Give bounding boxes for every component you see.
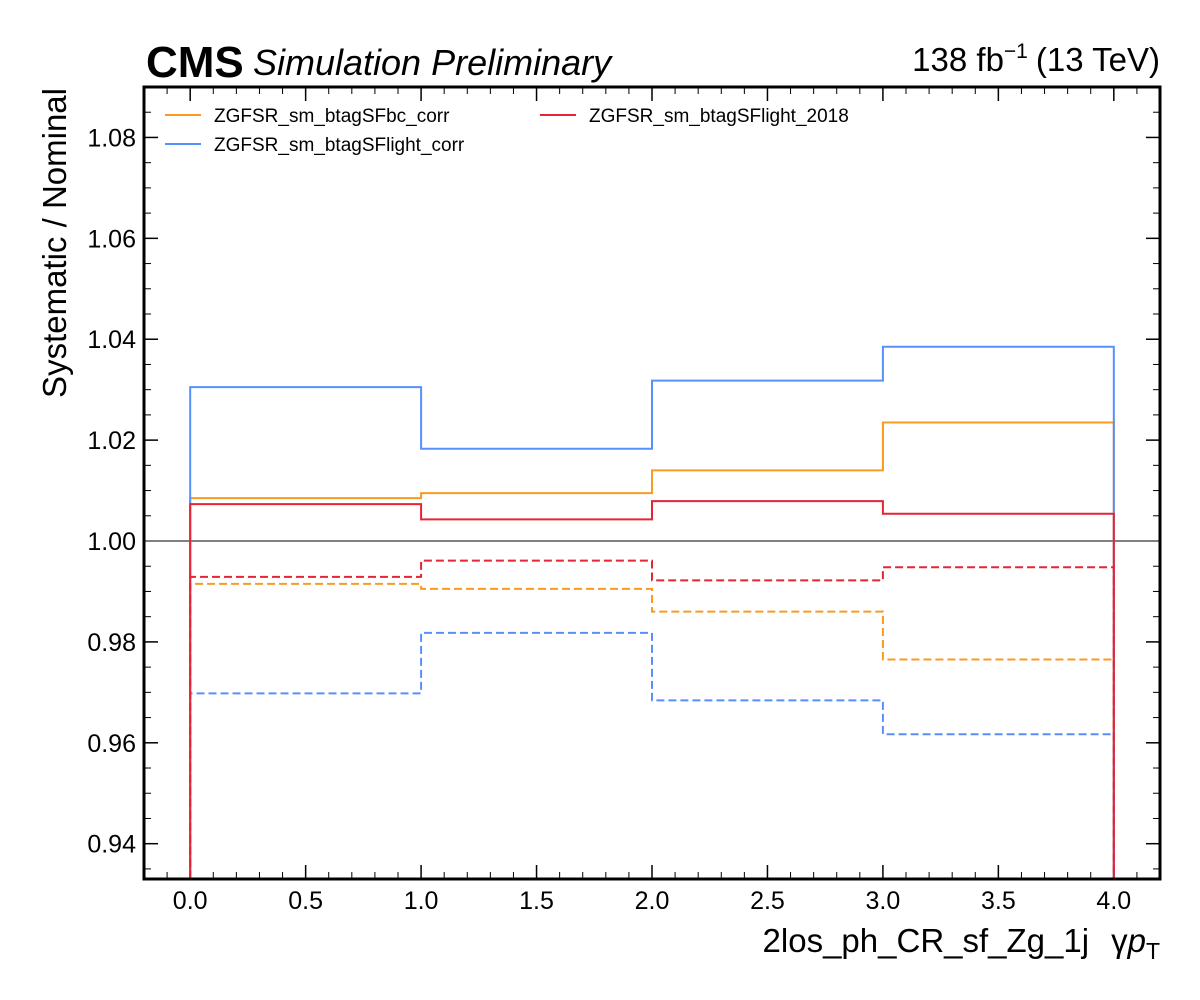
x-tick-label: 3.0 <box>866 887 901 915</box>
x-axis-title: 2los_ph_CR_sf_Zg_1j γpT <box>763 922 1160 964</box>
x-axis-title-var-sub: T <box>1146 938 1160 964</box>
lumi-label: 138 fb−1 (13 TeV) <box>912 40 1160 78</box>
series-down-step <box>189 559 1115 879</box>
x-tick-label: 2.5 <box>750 887 785 915</box>
series-up-step <box>189 421 1115 879</box>
x-axis-title-var-italic: p <box>1127 922 1146 959</box>
y-axis-title: Systematic / Nominal <box>36 88 73 398</box>
y-tick-label: 1.08 <box>87 124 136 152</box>
y-tick-label: 1.02 <box>87 427 136 455</box>
series-up-step <box>189 345 1115 879</box>
y-tick-label: 1.00 <box>87 528 136 556</box>
series-group <box>189 345 1115 879</box>
x-tick-label: 3.5 <box>981 887 1016 915</box>
lumi-exponent: −1 <box>1004 40 1028 63</box>
x-axis-title-region: 2los_ph_CR_sf_Zg_1j <box>763 922 1090 959</box>
plot-frame <box>142 85 1162 881</box>
legend-label: ZGFSR_sm_btagSFbc_corr <box>214 106 450 127</box>
legend-label: ZGFSR_sm_btagSFlight_corr <box>214 135 465 156</box>
x-tick-label: 1.0 <box>404 887 439 915</box>
experiment-label: CMS <box>146 38 244 87</box>
y-tick-label: 0.96 <box>87 730 136 758</box>
y-tick-label: 0.98 <box>87 629 136 657</box>
y-tick-label: 1.06 <box>87 225 136 253</box>
series-down-step <box>189 631 1115 879</box>
y-tick-label: 0.94 <box>87 831 136 859</box>
series-down-step <box>189 582 1115 879</box>
x-axis-title-var: γ <box>1111 922 1128 959</box>
legend-label: ZGFSR_sm_btagSFlight_2018 <box>589 106 849 127</box>
x-tick-label: 4.0 <box>1096 887 1131 915</box>
status-label: Simulation Preliminary <box>253 42 613 83</box>
y-tick-label: 1.04 <box>87 326 136 354</box>
x-tick-label: 2.0 <box>635 887 670 915</box>
x-tick-label: 0.0 <box>173 887 208 915</box>
axis-ticks: 0.0 0.5 1.0 1.5 2.0 2.5 3.0 3.5 4.0 0.94 0.96 0.98 1… <box>87 86 1160 915</box>
series-up-step <box>189 500 1115 879</box>
legend: ZGFSR_sm_btagSFbc_corr ZGFSR_sm_btagSFlig… <box>165 106 849 156</box>
lumi-value: 138 fb <box>912 41 1004 78</box>
lumi-energy: (13 TeV) <box>1036 41 1160 78</box>
x-tick-label: 1.5 <box>519 887 554 915</box>
x-tick-label: 0.5 <box>288 887 323 915</box>
